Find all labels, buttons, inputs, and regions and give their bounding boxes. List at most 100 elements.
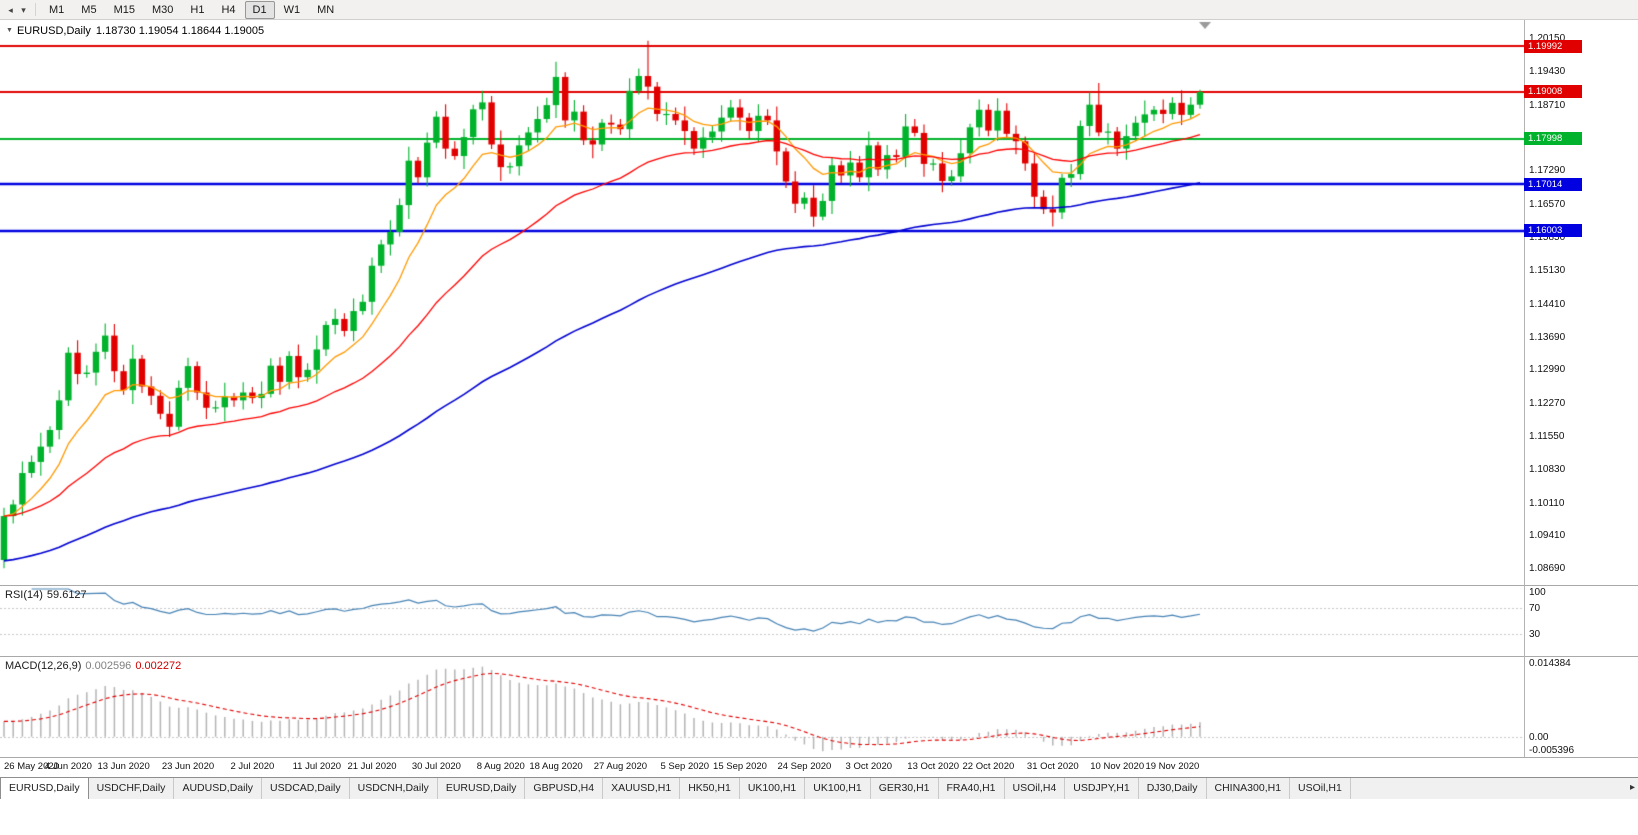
- timeframe-buttons-group: M1 M5 M15 M30 H1 H4 D1 W1 MN: [41, 0, 342, 19]
- time-axis-label: 31 Oct 2020: [1026, 761, 1079, 772]
- macd-name: MACD(12,26,9): [5, 660, 82, 672]
- time-axis-label: 13 Jun 2020: [97, 761, 150, 772]
- time-axis-label: 4 Jun 2020: [44, 761, 92, 772]
- price-axis-label: 1.13690: [1529, 331, 1566, 343]
- timeframe-button-h4[interactable]: H4: [221, 3, 236, 16]
- rsi-axis-label: 100: [1529, 587, 1546, 598]
- chart-tab[interactable]: USOil,H4: [1004, 778, 1066, 799]
- macd-indicator-label: MACD(12,26,9) 0.002596 0.002272: [5, 660, 181, 672]
- price-level-badge: 1.19008: [1524, 85, 1582, 99]
- timeframe-button-mn[interactable]: MN: [317, 3, 335, 16]
- chart-symbol-label: EURUSD,Daily: [16, 25, 91, 37]
- chart-tab[interactable]: FRA40,H1: [938, 778, 1005, 799]
- price-axis-separator: [1524, 20, 1525, 757]
- chart-tab[interactable]: USDJPY,H1: [1065, 778, 1139, 799]
- rsi-axis-label: 70: [1529, 603, 1541, 615]
- rsi-indicator-canvas[interactable]: [0, 586, 1524, 656]
- time-axis-label: 3 Oct 2020: [845, 761, 893, 772]
- chart-region: ▼ EURUSD,Daily 1.18730 1.19054 1.18644 1.1…: [0, 20, 1638, 777]
- chart-tab[interactable]: USDCHF,Daily: [88, 778, 175, 799]
- price-axis-label: 1.12990: [1529, 364, 1566, 376]
- price-level-badge: 1.19992: [1524, 39, 1582, 53]
- chart-tab[interactable]: XAUUSD,H1: [603, 778, 681, 799]
- price-axis-label: 1.10110: [1529, 497, 1565, 509]
- chart-tab[interactable]: USOil,H1: [1290, 778, 1351, 799]
- time-axis-label: 23 Jun 2020: [161, 761, 215, 772]
- time-axis-label: 24 Sep 2020: [777, 761, 832, 772]
- price-level-badge: 1.16003: [1524, 224, 1582, 238]
- time-axis-separator: [0, 757, 1638, 758]
- timeframe-button-m5[interactable]: M5: [81, 3, 97, 16]
- macd-indicator-canvas[interactable]: [0, 657, 1524, 757]
- time-axis-label: 5 Sep 2020: [660, 761, 710, 772]
- one-click-trading-arrow-icon[interactable]: ▼: [6, 27, 13, 34]
- timeframe-button-m30[interactable]: M30: [151, 3, 174, 16]
- chart-tab[interactable]: HK50,H1: [680, 778, 740, 799]
- price-axis-label: 1.09410: [1529, 529, 1566, 541]
- price-axis-label: 1.12270: [1529, 397, 1566, 409]
- timeframe-button-m15[interactable]: M15: [113, 3, 135, 16]
- price-level-badge: 1.17998: [1524, 132, 1582, 146]
- chart-ohlc-values: 1.18730 1.19054 1.18644 1.19005: [95, 25, 265, 37]
- chart-tab[interactable]: GER30,H1: [870, 778, 939, 799]
- collapse-left-icon[interactable]: ◂: [8, 4, 13, 15]
- chart-tab[interactable]: GBPUSD,H4: [525, 778, 604, 799]
- time-axis-label: 8 Aug 2020: [476, 761, 525, 772]
- price-axis-label: 1.17290: [1529, 165, 1566, 177]
- rsi-indicator-label: RSI(14) 59.6127: [5, 589, 87, 601]
- price-axis-label: 1.20150: [1529, 32, 1566, 44]
- time-axis-label: 10 Nov 2020: [1090, 761, 1145, 772]
- macd-axis-label: 0.014384: [1529, 658, 1571, 669]
- timeframe-button-h1[interactable]: H1: [190, 3, 205, 16]
- time-axis-label: 11 Jul 2020: [292, 761, 342, 772]
- macd-axis-label: 0.00: [1529, 731, 1549, 743]
- rsi-name: RSI(14): [5, 589, 43, 601]
- price-axis-label: 1.15130: [1529, 265, 1566, 277]
- timeframe-button-w1[interactable]: W1: [283, 3, 301, 16]
- price-axis-label: 1.16570: [1529, 198, 1566, 210]
- chart-tab[interactable]: AUDUSD,Daily: [174, 778, 263, 799]
- time-axis-label: 26 May 2020: [4, 761, 59, 772]
- macd-signal-value: 0.002272: [135, 660, 182, 672]
- time-axis-label: 30 Jul 2020: [411, 761, 461, 772]
- time-axis-label: 19 Nov 2020: [1145, 761, 1200, 772]
- price-axis-label: 1.19430: [1529, 66, 1566, 78]
- chart-tab[interactable]: EURUSD,Daily: [437, 778, 526, 799]
- rsi-axis-label: 30: [1529, 628, 1541, 640]
- chart-tabs-bar: EURUSD,Daily USDCHF,Daily AUDUSD,Daily USDC…: [0, 777, 1638, 799]
- time-axis-label: 2 Jul 2020: [230, 761, 275, 772]
- chart-tab[interactable]: EURUSD,Daily: [0, 778, 89, 799]
- time-axis-label: 15 Sep 2020: [713, 761, 767, 772]
- chart-tab[interactable]: UK100,H1: [739, 778, 806, 799]
- price-axis-label: 1.14410: [1529, 298, 1566, 310]
- chart-tab[interactable]: USDCAD,Daily: [262, 778, 350, 799]
- toolbar-separator: [35, 3, 36, 16]
- price-axis-label: 1.10830: [1529, 464, 1566, 476]
- time-axis-label: 27 Aug 2020: [593, 761, 648, 772]
- macd-axis-label: -0.005396: [1529, 745, 1575, 756]
- rsi-panel-resize-handle[interactable]: [0, 585, 1638, 586]
- chevron-down-icon[interactable]: ▾: [21, 4, 26, 15]
- chart-title: ▼ EURUSD,Daily 1.18730 1.19054 1.18644 1.1…: [6, 25, 264, 37]
- timeframes-toolbar: ◂ ▾ M1 M5 M15 M30 H1 H4 D1 W1 MN: [0, 0, 1638, 20]
- timeframe-button-d1[interactable]: D1: [244, 0, 275, 19]
- price-level-badge: 1.17014: [1524, 177, 1582, 191]
- timeframe-button-m1[interactable]: M1: [49, 3, 65, 16]
- rsi-value: 59.6127: [46, 589, 87, 601]
- chart-tab[interactable]: CHINA300,H1: [1206, 778, 1291, 799]
- chart-tab[interactable]: UK100,H1: [805, 778, 871, 799]
- price-axis-label: 1.18710: [1529, 99, 1566, 111]
- price-axis-label: 1.08690: [1529, 563, 1566, 575]
- chart-tab[interactable]: DJ30,Daily: [1138, 778, 1207, 799]
- price-axis-label: 1.15850: [1529, 231, 1566, 243]
- time-axis-label: 21 Jul 2020: [347, 761, 397, 772]
- tab-scroll-right-icon[interactable]: ▸: [1629, 782, 1635, 793]
- time-axis-label: 22 Oct 2020: [962, 761, 1015, 772]
- candlestick-chart-canvas[interactable]: [0, 20, 1524, 585]
- time-axis-label: 13 Oct 2020: [907, 761, 960, 772]
- macd-panel-resize-handle[interactable]: [0, 656, 1638, 657]
- time-axis-label: 18 Aug 2020: [529, 761, 583, 772]
- chart-tab[interactable]: USDCNH,Daily: [349, 778, 438, 799]
- price-axis-label: 1.11550: [1529, 430, 1565, 442]
